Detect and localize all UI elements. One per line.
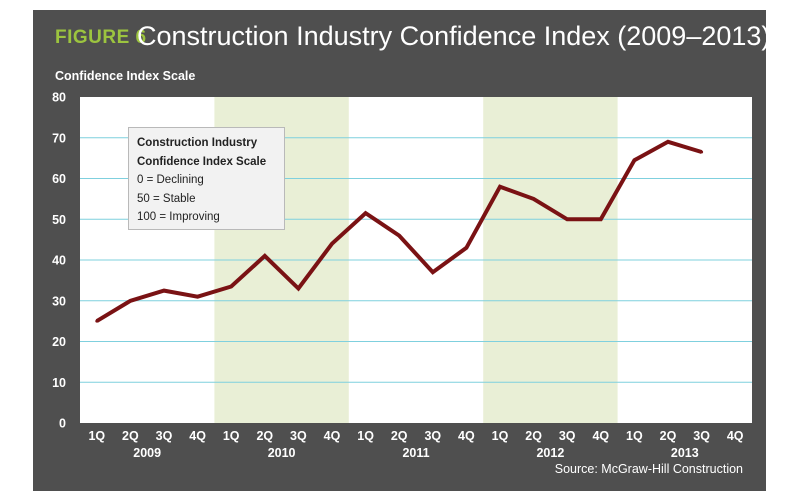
x-tick-3q-2010: 3Q xyxy=(290,429,307,443)
data-point-9 xyxy=(364,211,368,215)
legend-heading-line1: Construction Industry xyxy=(137,137,258,149)
x-tick-3q-2013: 3Q xyxy=(693,429,710,443)
x-tick-3q-2012: 3Q xyxy=(559,429,576,443)
data-point-4 xyxy=(196,295,200,299)
x-tick-4q-2009: 4Q xyxy=(189,429,206,443)
x-tick-3q-2009: 3Q xyxy=(156,429,173,443)
data-point-1 xyxy=(95,319,99,323)
x-tick-4q-2012: 4Q xyxy=(592,429,609,443)
figure-label: FIGURE 6 xyxy=(55,27,147,48)
legend-item-declining: 0 = Declining xyxy=(137,174,204,186)
data-point-16 xyxy=(599,217,603,221)
x-tick-1q-2010: 1Q xyxy=(223,429,240,443)
legend-item-improving: 100 = Improving xyxy=(137,211,220,223)
data-point-2 xyxy=(128,299,132,303)
figure-title: Construction Industry Confidence Index (… xyxy=(137,21,771,51)
data-point-11 xyxy=(431,270,435,274)
data-point-8 xyxy=(330,242,334,246)
data-point-10 xyxy=(397,234,401,238)
data-point-3 xyxy=(162,289,166,293)
x-tick-2q-2010: 2Q xyxy=(256,429,273,443)
x-tick-1q-2011: 1Q xyxy=(357,429,374,443)
legend-item-stable: 50 = Stable xyxy=(137,192,196,205)
y-tick-10: 10 xyxy=(52,376,66,390)
data-point-6 xyxy=(263,254,267,258)
x-tick-2q-2009: 2Q xyxy=(122,429,139,443)
x-tick-4q-2013: 4Q xyxy=(727,429,744,443)
year-label-2012: 2012 xyxy=(536,446,564,460)
x-tick-1q-2013: 1Q xyxy=(626,429,643,443)
year-label-2010: 2010 xyxy=(268,446,296,460)
data-point-7 xyxy=(296,287,300,290)
data-point-14 xyxy=(532,197,536,201)
year-label-2009: 2009 xyxy=(133,446,161,460)
y-tick-0: 0 xyxy=(59,417,66,431)
data-point-15 xyxy=(565,217,569,221)
x-tick-3q-2011: 3Q xyxy=(424,429,441,443)
data-point-19 xyxy=(700,150,704,154)
x-tick-2q-2011: 2Q xyxy=(391,429,408,443)
x-tick-2q-2012: 2Q xyxy=(525,429,542,443)
data-point-12 xyxy=(464,246,468,250)
year-label-2011: 2011 xyxy=(402,446,429,460)
x-tick-4q-2010: 4Q xyxy=(324,429,341,443)
y-tick-80: 80 xyxy=(52,91,66,105)
y-tick-40: 40 xyxy=(52,254,66,268)
data-point-17 xyxy=(632,158,636,162)
x-tick-2q-2013: 2Q xyxy=(660,429,677,443)
x-tick-4q-2011: 4Q xyxy=(458,429,475,443)
y-tick-50: 50 xyxy=(52,213,66,227)
y-tick-30: 30 xyxy=(52,294,66,308)
year-label-2013: 2013 xyxy=(671,446,699,460)
x-tick-1q-2009: 1Q xyxy=(88,429,105,443)
x-tick-1q-2012: 1Q xyxy=(492,429,509,443)
y-axis-label: Confidence Index Scale xyxy=(55,69,196,83)
data-point-18 xyxy=(666,140,670,144)
scale-legend: Construction Industry Confidence Index S… xyxy=(128,127,285,230)
data-point-5 xyxy=(229,285,233,288)
y-tick-70: 70 xyxy=(52,131,66,145)
y-tick-20: 20 xyxy=(52,335,66,349)
legend-heading-line2: Confidence Index Scale xyxy=(137,155,267,168)
source-note: Source: McGraw-Hill Construction xyxy=(554,462,743,476)
data-point-13 xyxy=(498,185,502,189)
y-tick-60: 60 xyxy=(52,172,66,186)
